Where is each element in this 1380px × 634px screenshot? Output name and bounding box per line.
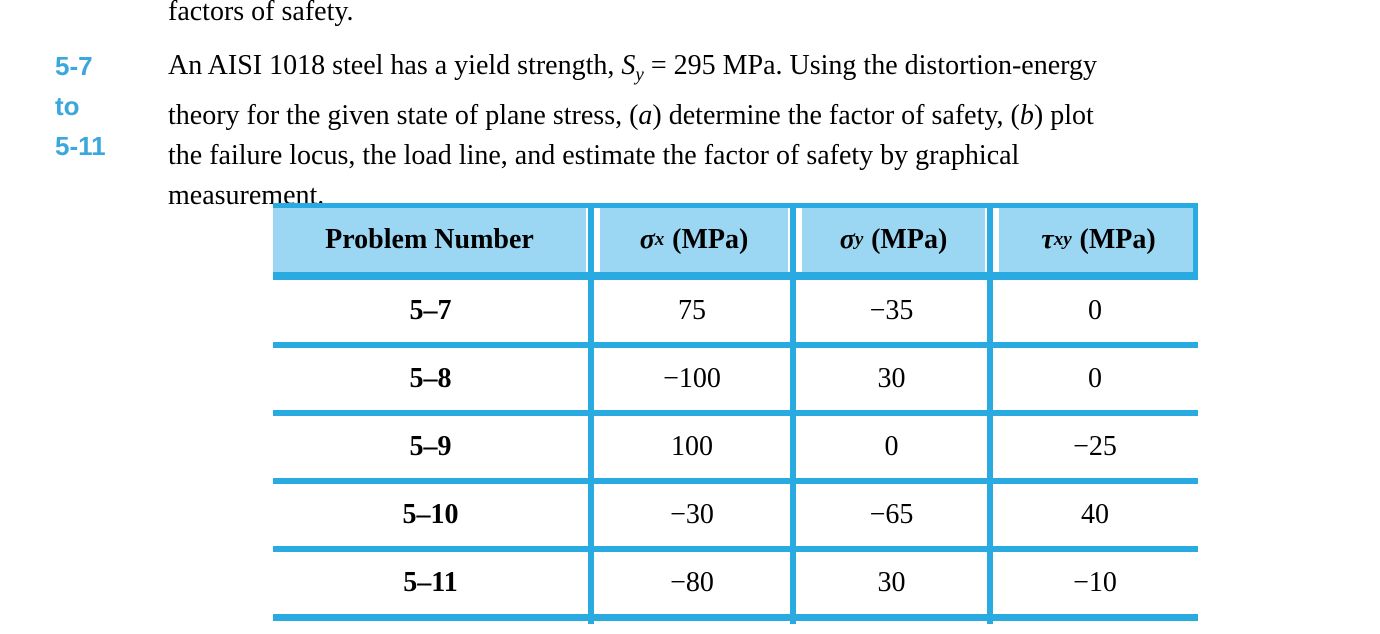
- cell-tau-xy: 0: [1088, 295, 1102, 326]
- cell-tau-xy: −10: [1073, 567, 1117, 598]
- sigma-symbol: σ: [639, 224, 655, 255]
- previous-paragraph-tail: factors of safety.: [168, 0, 354, 27]
- sigma-subscript: x: [654, 229, 665, 250]
- cell-problem-number: 5–11: [403, 567, 458, 598]
- cell-tau-xy: 40: [1081, 499, 1109, 530]
- unit-label: (MPa): [672, 224, 749, 255]
- column-rule: [588, 203, 594, 624]
- col-header-sigma-y: σ y (MPa): [802, 208, 985, 272]
- cell-tau-xy: 0: [1088, 363, 1102, 394]
- table-header-row: Problem Number σ x (MPa) σ y (MPa) τ xy (MPa): [273, 208, 1198, 272]
- row-divider: [273, 342, 1198, 348]
- unit-label: (MPa): [871, 224, 948, 255]
- cell-sigma-x: 100: [671, 431, 713, 462]
- cell-sigma-x: 75: [678, 295, 706, 326]
- statement-line: An AISI 1018 steel has a yield strength,…: [168, 50, 1097, 86]
- table-row: 5–8 −100 30 0: [273, 348, 1198, 410]
- table-top-rule: [273, 203, 1198, 208]
- row-divider: [273, 546, 1198, 552]
- cell-sigma-x: −30: [670, 499, 714, 530]
- table-row: 5–11 −80 30 −10: [273, 552, 1198, 614]
- cell-sigma-y: −65: [869, 499, 914, 530]
- cell-sigma-y: −35: [869, 295, 914, 326]
- problem-statement: An AISI 1018 steel has a yield strength,…: [168, 46, 1097, 216]
- row-divider: [273, 410, 1198, 416]
- tau-symbol: τ: [1041, 224, 1054, 255]
- problem-range-start: 5-7: [55, 51, 93, 81]
- cell-tau-xy: −25: [1073, 431, 1117, 462]
- problem-range-to: to: [55, 91, 80, 121]
- cell-sigma-y: 0: [884, 431, 899, 462]
- table-row: 5–10 −30 −65 40: [273, 484, 1198, 546]
- sigma-symbol: σ: [839, 224, 855, 255]
- cell-sigma-y: 30: [877, 363, 906, 394]
- table-bottom-rule: [273, 614, 1198, 621]
- col-header-problem-number: Problem Number: [273, 208, 586, 272]
- header-bottom-rule: [273, 272, 1198, 280]
- stress-state-table: Problem Number σ x (MPa) σ y (MPa) τ xy (MPa) …: [273, 203, 1198, 624]
- tau-subscript: xy: [1053, 229, 1072, 250]
- problem-range-label: 5-7 to 5-11: [55, 46, 106, 166]
- col-header-sigma-x: σ x (MPa): [600, 208, 788, 272]
- header-right-border: [1193, 203, 1198, 280]
- statement-line: theory for the given state of plane stre…: [168, 99, 1094, 131]
- cell-sigma-y: 30: [877, 567, 906, 598]
- col-header-tau-xy: τ xy (MPa): [999, 208, 1198, 272]
- column-rule: [790, 203, 796, 624]
- cell-problem-number: 5–9: [409, 431, 452, 462]
- row-divider: [273, 478, 1198, 484]
- statement-line: the failure locus, the load line, and es…: [168, 139, 1020, 171]
- header-label: Problem Number: [325, 224, 534, 255]
- sigma-subscript: y: [854, 229, 864, 250]
- unit-label: (MPa): [1079, 224, 1156, 255]
- cell-problem-number: 5–10: [402, 499, 459, 530]
- cell-problem-number: 5–8: [409, 363, 452, 394]
- table-row: 5–7 75 −35 0: [273, 280, 1198, 342]
- cell-problem-number: 5–7: [409, 295, 452, 326]
- column-rule: [987, 203, 993, 624]
- cell-sigma-x: −100: [663, 363, 721, 394]
- cell-sigma-x: −80: [670, 567, 714, 598]
- problem-range-end: 5-11: [55, 131, 106, 161]
- table-row: 5–9 100 0 −25: [273, 416, 1198, 478]
